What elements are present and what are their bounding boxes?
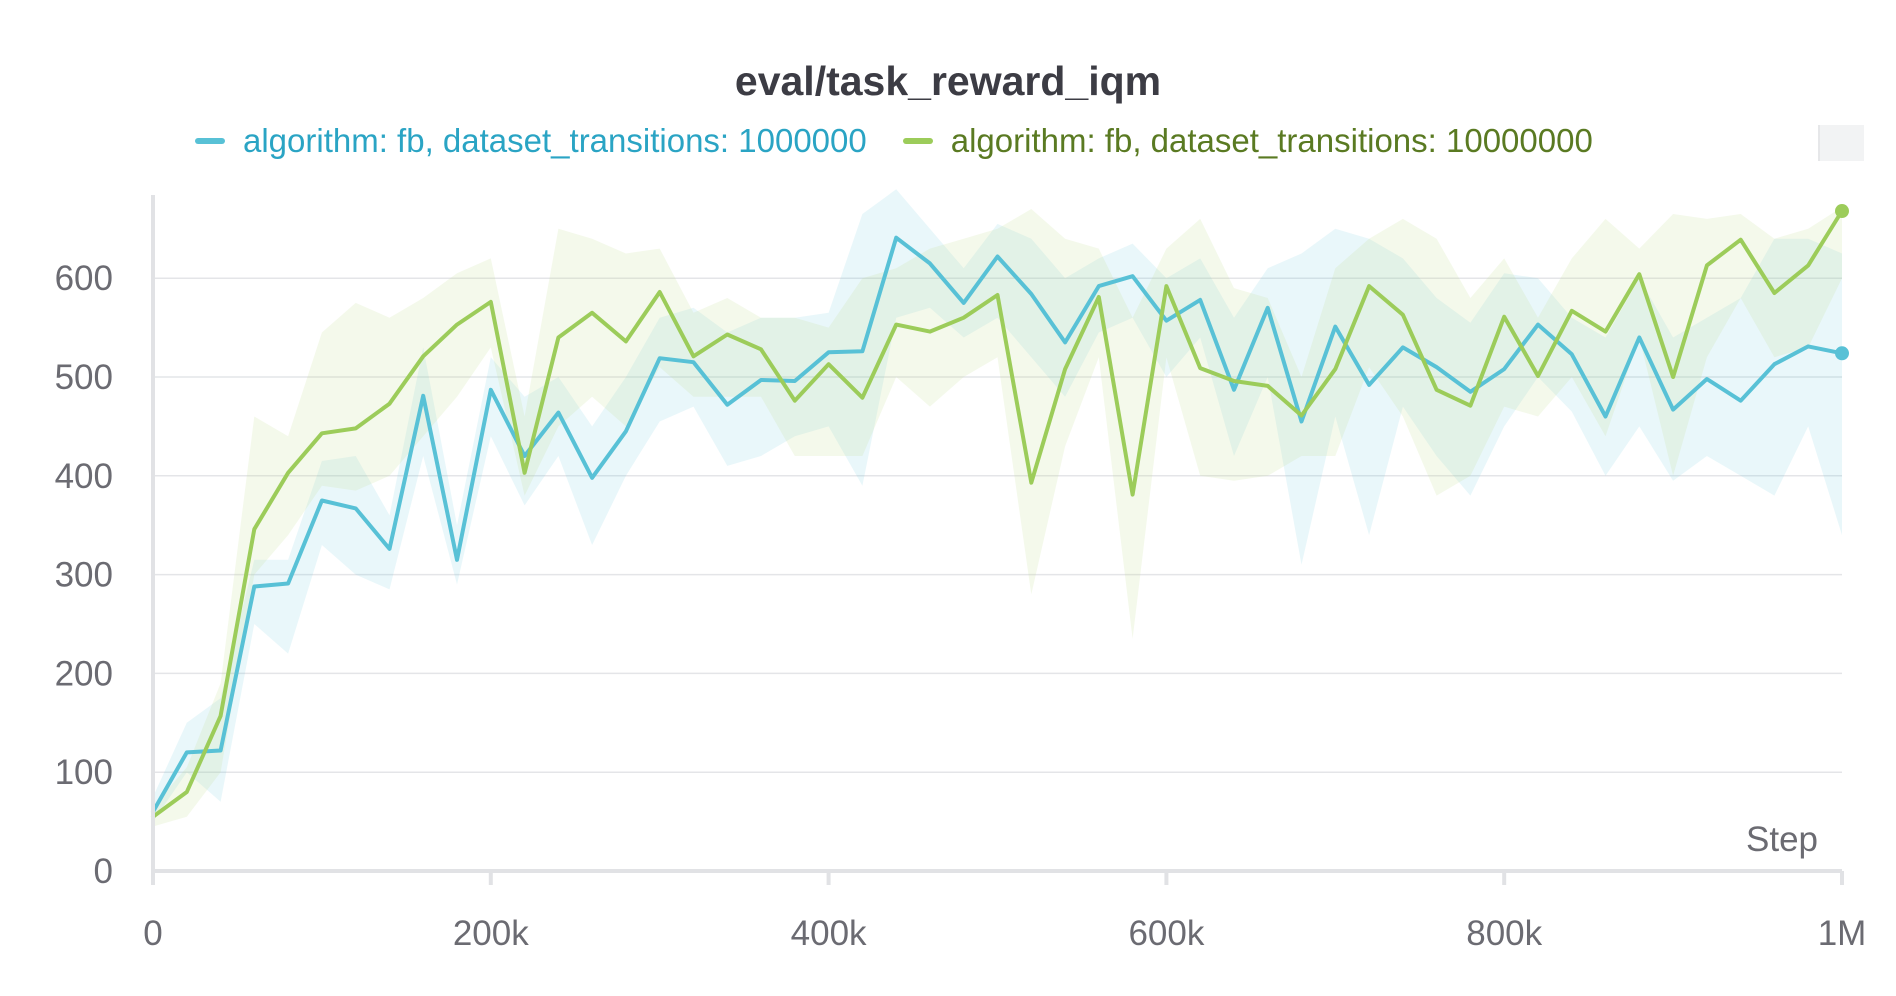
x-tick-label: 800k: [1466, 914, 1542, 953]
grid-layer: [153, 277, 1842, 773]
chart-title: eval/task_reward_iqm: [734, 58, 1162, 104]
x-tick-label: 1M: [1818, 914, 1867, 953]
x-tick-label: 0: [143, 914, 162, 953]
y-tick-label: 300: [55, 556, 113, 595]
y-tick-label: 200: [55, 654, 113, 693]
legend-item-series-1[interactable]: algorithm: fb, dataset_transitions: 1000…: [195, 122, 867, 160]
y-tick-label: 500: [55, 358, 113, 397]
legend-overflow-box[interactable]: [1818, 125, 1864, 161]
y-tick-label: 400: [55, 457, 113, 496]
legend-item-series-2[interactable]: algorithm: fb, dataset_transitions: 1000…: [902, 122, 1593, 160]
x-axis-label: Step: [1746, 820, 1818, 859]
x-tick-label: 600k: [1128, 914, 1204, 953]
x-tick-label: 200k: [453, 914, 529, 953]
series-line-1: [151, 235, 1844, 814]
confidence-band-series-1: [153, 189, 1842, 822]
legend-label-series-1: algorithm: fb, dataset_transitions: 1000…: [243, 122, 867, 159]
line-layer: [151, 204, 1849, 819]
x-tick-label: 400k: [791, 914, 867, 953]
legend-swatch-series-1: [195, 138, 225, 144]
legend-swatch-series-2: [902, 138, 933, 144]
y-tick-label: 600: [55, 259, 113, 298]
series-line-2: [151, 209, 1844, 819]
legend-label-series-2: algorithm: fb, dataset_transitions: 1000…: [950, 122, 1593, 159]
series-end-point-1: [1835, 346, 1849, 361]
confidence-band-series-2: [153, 207, 1842, 827]
band-layer: [153, 189, 1842, 827]
y-tick-label: 100: [55, 753, 113, 792]
series-end-point-2: [1835, 204, 1849, 219]
legend: algorithm: fb, dataset_transitions: 1000…: [195, 122, 1629, 160]
axis-layer: 0 100 200 300 400 500 600 0 200k 400k 600k 800k 1M: [55, 195, 1867, 953]
y-tick-label: 0: [94, 852, 113, 891]
